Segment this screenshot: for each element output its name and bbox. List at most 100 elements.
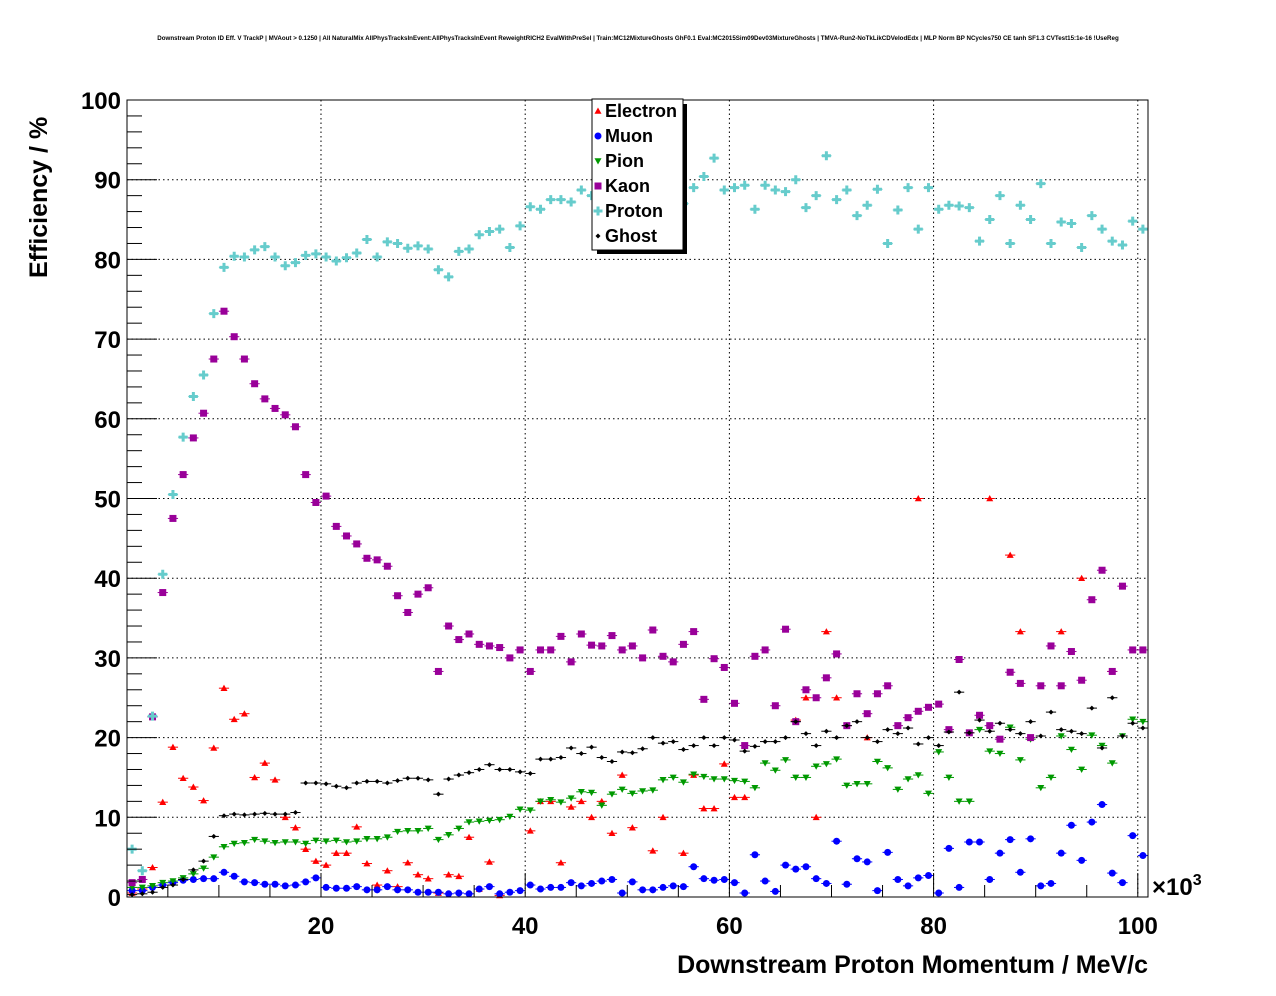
data-point <box>700 773 708 781</box>
data-point <box>414 590 422 598</box>
data-point <box>465 833 473 841</box>
data-point <box>690 863 698 871</box>
data-point <box>415 775 421 781</box>
data-point <box>497 766 503 772</box>
data-point <box>1108 869 1116 877</box>
data-point <box>395 778 401 784</box>
data-point <box>699 172 709 182</box>
data-point <box>445 890 453 898</box>
data-point <box>1097 224 1107 234</box>
data-point <box>290 258 300 268</box>
data-point <box>1108 667 1116 675</box>
data-point <box>752 743 758 749</box>
data-point <box>924 790 932 797</box>
data-point <box>1037 682 1045 690</box>
x-exponent-power: 3 <box>1193 872 1202 889</box>
data-point <box>168 490 178 500</box>
data-point <box>659 883 667 891</box>
data-point <box>802 863 810 871</box>
data-point <box>322 838 330 845</box>
data-point <box>955 655 963 663</box>
data-point <box>649 847 657 854</box>
x-tick-label: 40 <box>512 913 539 940</box>
data-point <box>496 816 504 824</box>
data-point <box>363 886 371 894</box>
data-point <box>750 204 760 214</box>
data-point <box>1007 727 1013 733</box>
data-point <box>771 887 779 895</box>
data-point <box>557 859 565 866</box>
data-point <box>863 858 871 866</box>
data-point <box>220 684 228 691</box>
data-point <box>363 836 371 843</box>
data-point <box>618 889 626 897</box>
data-point <box>1138 224 1148 234</box>
data-point <box>170 882 176 888</box>
data-point <box>812 763 820 770</box>
data-point <box>211 833 217 839</box>
data-point <box>373 881 381 888</box>
data-point <box>229 251 239 261</box>
data-point <box>240 878 248 886</box>
data-point <box>689 183 699 193</box>
data-point <box>924 703 932 711</box>
data-point <box>537 646 545 654</box>
data-point <box>700 875 708 883</box>
legend-marker-proton <box>593 206 603 216</box>
data-point <box>1026 215 1036 225</box>
data-point <box>384 780 390 786</box>
data-point <box>302 840 310 848</box>
data-point <box>138 884 146 891</box>
data-point <box>179 774 187 782</box>
data-point <box>517 769 523 775</box>
data-point <box>1046 238 1056 248</box>
x-exponent-label: ×103 <box>1152 872 1202 901</box>
data-point <box>964 203 974 213</box>
x-tick-label: 20 <box>308 913 335 940</box>
legend-label-proton: Proton <box>605 201 663 221</box>
data-point <box>925 735 931 741</box>
data-point <box>536 204 546 214</box>
data-point <box>822 761 830 768</box>
data-point <box>812 694 820 702</box>
data-point <box>914 874 922 882</box>
y-tick-label: 20 <box>94 726 121 753</box>
plot-title: Downstream Proton ID Eff. V TrackP | MVA… <box>157 35 1119 42</box>
data-point <box>281 813 289 821</box>
data-point <box>567 879 575 887</box>
data-point <box>751 851 759 859</box>
data-point <box>577 788 585 796</box>
data-point <box>598 802 606 809</box>
data-point <box>199 370 209 380</box>
data-point <box>383 834 391 841</box>
data-point <box>353 883 361 891</box>
data-point <box>1129 646 1137 654</box>
data-point <box>354 780 360 786</box>
data-point <box>383 867 391 874</box>
data-point <box>261 880 269 888</box>
data-point <box>557 799 565 806</box>
data-point <box>1058 727 1064 733</box>
data-point <box>782 861 790 869</box>
data-point <box>985 215 995 225</box>
data-point <box>188 391 198 401</box>
legend-label-ghost: Ghost <box>605 226 657 246</box>
series-muon <box>127 801 1148 898</box>
data-point <box>1119 733 1125 739</box>
data-point <box>404 886 412 894</box>
data-point <box>811 191 821 201</box>
data-point <box>628 878 636 886</box>
data-point <box>373 836 381 843</box>
data-point <box>1088 818 1096 826</box>
data-point <box>955 883 963 891</box>
data-point <box>781 187 791 197</box>
data-point <box>1027 734 1035 742</box>
data-point <box>1037 882 1045 890</box>
data-point <box>342 253 352 263</box>
data-point <box>1109 695 1115 701</box>
data-point <box>291 839 299 846</box>
data-point <box>650 735 656 741</box>
data-point <box>1068 728 1074 734</box>
data-point <box>1048 709 1054 715</box>
